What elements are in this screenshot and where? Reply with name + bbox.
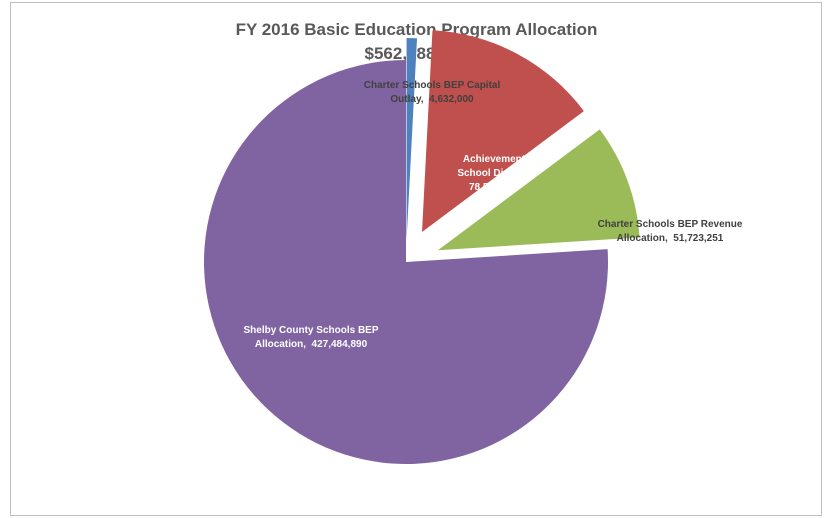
label-asd-line2: School District, — [457, 168, 531, 179]
slice-charter-revenue-allocation — [437, 129, 640, 251]
label-revenue-line1: Charter Schools BEP Revenue — [598, 219, 743, 230]
label-capital-line1: Charter Schools BEP Capital — [364, 80, 501, 91]
slice-shelby-county-schools — [204, 60, 609, 465]
label-shelby-county-schools: Shelby County Schools BEP Allocation, 427… — [243, 325, 378, 350]
label-capital-line2: Outlay, 4,632,000 — [390, 94, 474, 105]
slice-achievement-school-district — [422, 30, 584, 233]
label-asd-line3: 78,547,859 — [469, 182, 519, 193]
label-revenue-line2: Allocation, 51,723,251 — [617, 233, 724, 244]
label-charter-capital-outlay: Charter Schools BEP Capital Outlay, 4,632… — [364, 80, 501, 105]
label-shelby-line2: Allocation, 427,484,890 — [255, 339, 368, 350]
chart-title: FY 2016 Basic Education Program Allocati… — [235, 20, 598, 39]
label-shelby-line1: Shelby County Schools BEP — [243, 325, 378, 336]
slice-charter-capital-outlay — [406, 38, 418, 241]
label-asd-line1: Achievement — [463, 154, 526, 165]
label-achievement-school-district: Achievement School District, 78,547,859 — [457, 154, 531, 193]
label-charter-revenue-allocation: Charter Schools BEP Revenue Allocation, 5… — [598, 219, 743, 244]
